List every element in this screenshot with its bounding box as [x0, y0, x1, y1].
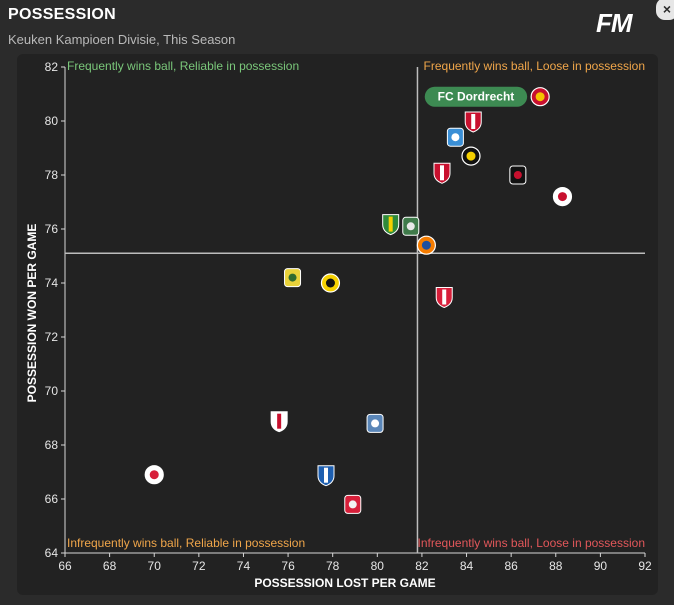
crest-emblem: [277, 413, 282, 429]
crest-emblem: [288, 273, 297, 282]
club-crest-point: [344, 494, 362, 514]
y-tick-label: 82: [45, 60, 59, 74]
crest-emblem: [557, 192, 567, 202]
x-tick-label: 82: [415, 559, 429, 573]
crest-emblem: [421, 240, 431, 250]
quadrant-label-top-left: Frequently wins ball, Reliable in posses…: [67, 59, 299, 73]
marks-layer: [144, 87, 573, 514]
y-tick-label: 64: [45, 546, 59, 560]
club-crest-point: [530, 87, 550, 107]
quadrant-label-top-right: Frequently wins ball, Loose in possessio…: [424, 59, 645, 73]
crest-emblem: [513, 171, 522, 179]
club-crest-point: [270, 411, 288, 433]
close-button[interactable]: ×: [654, 0, 674, 22]
highlight-label: FC Dordrecht: [438, 90, 515, 104]
club-crest-point: [402, 216, 420, 236]
x-tick-label: 84: [460, 559, 474, 573]
crest-emblem: [406, 222, 415, 231]
club-crest-point: [144, 465, 164, 485]
club-crest-point: [366, 413, 384, 433]
crest-emblem: [325, 278, 335, 288]
y-tick-label: 80: [45, 114, 59, 128]
y-tick-label: 78: [45, 168, 59, 182]
labels-layer: Frequently wins ball, Reliable in posses…: [67, 59, 645, 550]
club-crest-point: [509, 165, 527, 185]
x-tick-label: 86: [504, 559, 518, 573]
crest-emblem: [149, 470, 159, 480]
x-tick-label: 80: [371, 559, 385, 573]
club-crest-point: [284, 268, 302, 288]
fm-logo: FM: [596, 8, 633, 38]
club-crest-point: [320, 273, 341, 293]
club-crest-point: [552, 187, 573, 207]
x-tick-label: 68: [103, 559, 117, 573]
axes-layer: 66 68 70 72 74 76 78 80 82 84 86 88 90 92646668707274…: [25, 60, 652, 590]
highlight-label-pill: [424, 86, 528, 107]
y-tick-label: 70: [45, 384, 59, 398]
crest-emblem: [442, 289, 447, 305]
y-tick-label: 74: [45, 276, 59, 290]
club-crest-point: [461, 146, 481, 166]
quadrant-label-bottom-right: Infrequently wins ball, Loose in possess…: [418, 536, 645, 550]
page-subtitle: Keuken Kampioen Divisie, This Season: [8, 32, 236, 47]
crest-emblem: [440, 165, 444, 181]
crest-emblem: [471, 114, 476, 129]
club-crest-point: [317, 465, 335, 487]
quadrant-label-bottom-left: Infrequently wins ball, Reliable in poss…: [67, 536, 305, 550]
club-crest-point: [382, 214, 400, 236]
x-tick-label: 92: [638, 559, 652, 573]
x-tick-label: 66: [58, 559, 72, 573]
y-tick-label: 68: [45, 438, 59, 452]
club-crest-point: [416, 235, 436, 255]
club-crest-point: [446, 127, 464, 147]
crest-emblem: [451, 133, 460, 142]
y-axis-title: POSSESSION WON PER GAME: [25, 224, 39, 403]
chart-panel: [17, 54, 658, 595]
x-tick-label: 90: [594, 559, 608, 573]
club-crest-point: [464, 111, 482, 133]
crest-emblem: [388, 216, 393, 232]
y-tick-label: 72: [45, 330, 59, 344]
crest-emblem: [348, 500, 357, 509]
x-axis-title: POSSESSION LOST PER GAME: [254, 576, 435, 590]
x-tick-label: 72: [192, 559, 206, 573]
y-tick-label: 66: [45, 492, 59, 506]
crest-emblem: [324, 467, 328, 483]
x-tick-label: 70: [148, 559, 162, 573]
crest-emblem: [535, 92, 545, 102]
club-crest-point: [433, 162, 451, 184]
page-title: POSSESSION: [8, 6, 116, 23]
x-tick-label: 76: [281, 559, 295, 573]
x-tick-label: 88: [549, 559, 563, 573]
x-tick-label: 74: [237, 559, 251, 573]
x-tick-label: 78: [326, 559, 340, 573]
club-crest-point: [435, 287, 453, 309]
crest-emblem: [371, 419, 380, 428]
y-tick-label: 76: [45, 222, 59, 236]
crest-emblem: [466, 151, 476, 161]
